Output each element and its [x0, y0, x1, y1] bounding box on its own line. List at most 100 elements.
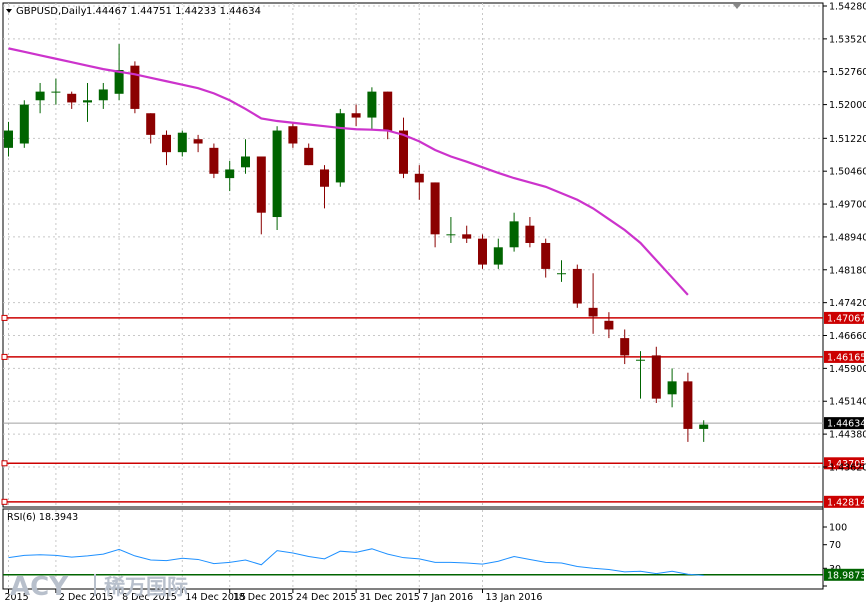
candle-body: [383, 91, 393, 131]
candle-body: [320, 169, 329, 187]
candle-body: [177, 132, 187, 153]
rsi-level-box: [824, 568, 864, 581]
candle-body: [35, 91, 45, 101]
time-tick-label: 13 Jan 2016: [486, 592, 543, 603]
price-tick-label: 1.49700: [829, 200, 866, 211]
acy-logo: ACY 稀万国际: [10, 572, 188, 602]
price-tick-label: 1.52000: [829, 100, 866, 111]
candle-body: [51, 91, 61, 93]
candle-body: [414, 173, 424, 183]
price-tick-label: 1.46660: [829, 331, 866, 342]
candle-body: [335, 113, 345, 183]
price-tick-label: 1.51220: [829, 134, 866, 145]
current-price-box: [824, 417, 864, 430]
candle-body: [557, 273, 566, 275]
candle-body: [588, 307, 598, 317]
candle-body: [351, 113, 361, 118]
candle-body: [667, 381, 677, 395]
time-tick-label: 24 Dec 2015: [296, 592, 357, 603]
rsi-label: RSI(6) 18.3943: [7, 512, 78, 523]
candle-body: [541, 242, 551, 269]
candle-body: [288, 126, 298, 144]
candle-body: [430, 182, 440, 235]
price-tick-label: 1.43620: [829, 462, 866, 473]
candle-body: [620, 338, 630, 356]
level-price-label: 1.46165: [827, 352, 866, 363]
time-tick-label: 8 Dec 2015: [122, 592, 177, 603]
candle-body: [478, 238, 487, 265]
rsi-series: 100703018.9873: [3, 523, 866, 587]
level-line-handle[interactable]: [1, 460, 8, 467]
candle-body: [67, 93, 77, 103]
price-tick-label: 1.52760: [829, 67, 866, 78]
candle-body: [241, 156, 250, 168]
moving-average-line: [8, 47, 689, 296]
level-price-label: 1.47067: [827, 313, 866, 324]
candle-body: [4, 130, 13, 148]
candle-body: [446, 234, 456, 236]
candle-body: [572, 268, 582, 304]
level-price-label: 1.43705: [827, 459, 866, 470]
chart-shift-marker-icon[interactable]: [733, 4, 741, 9]
price-tick-label: 1.53520: [829, 34, 866, 45]
rsi-tick-label: 100: [829, 523, 847, 534]
candle-body: [462, 234, 472, 239]
price-tick-label: 1.47420: [829, 298, 866, 309]
price-tick-label: 1.45140: [829, 397, 866, 408]
current-price-label: 1.44634: [827, 419, 866, 430]
time-tick-label: 2 Dec 2015: [59, 592, 114, 603]
candle-body: [225, 169, 235, 179]
price-tick-label: 1.48940: [829, 232, 866, 243]
symbol-menu-arrow-icon[interactable]: [6, 9, 12, 13]
time-tick-label: 18 Dec 2015: [233, 592, 294, 603]
level-price-box: [824, 311, 864, 324]
candle-body: [304, 147, 314, 166]
rsi-level-label: 18.9873: [827, 570, 866, 581]
candle-body: [193, 139, 203, 144]
candle-body: [114, 70, 124, 94]
time-tick-label: 14 Dec 2015: [185, 592, 246, 603]
time-tick-label: 7 Jan 2016: [422, 592, 473, 603]
ohlc-values: 1.44467 1.44751 1.44233 1.44634: [86, 6, 261, 17]
symbol-label: GBPUSD,Daily: [16, 6, 87, 17]
candle-body: [493, 247, 503, 265]
candle-body: [272, 130, 282, 218]
candle-body: [683, 381, 693, 429]
candle-body: [367, 91, 377, 118]
candle-body: [699, 424, 709, 429]
time-tick-label: 31 Dec 2015: [359, 592, 420, 603]
rsi-line: [8, 548, 704, 576]
candle-body: [209, 147, 219, 174]
candle-body: [162, 134, 171, 153]
level-price-box: [824, 457, 864, 470]
level-line-handle[interactable]: [1, 498, 8, 505]
price-axis-ticks: 1.54280 1.53520 1.52760 1.52000 1.51220 1.504…: [823, 2, 866, 473]
candle-body: [525, 225, 535, 243]
level-price-label: 1.42814: [827, 497, 866, 508]
candle-body: [130, 65, 140, 109]
candle-body: [19, 104, 29, 144]
horizontal-levels: 1.47067 1.46165 1.43705 1.42814 1.44634: [1, 311, 866, 508]
price-tick-label: 1.48180: [829, 265, 866, 276]
price-tick-label: 1.45900: [829, 364, 866, 375]
candle-body: [636, 359, 645, 361]
price-tick-label: 1.54280: [829, 2, 866, 13]
candle-body: [256, 156, 266, 213]
logo-text-en: ACY: [10, 572, 69, 602]
price-tick-label: 1.50460: [829, 167, 866, 178]
candle-body: [146, 113, 156, 135]
level-line-handle[interactable]: [1, 314, 8, 321]
logo-divider: [94, 574, 96, 596]
price-tick-label: 1.44380: [829, 430, 866, 441]
rsi-tick-label: 70: [829, 540, 841, 551]
level-price-box: [824, 495, 864, 508]
moving-average-series: [8, 47, 689, 296]
level-line-handle[interactable]: [1, 353, 8, 360]
candle-body: [98, 89, 108, 101]
time-tick-label: 2015: [5, 592, 29, 603]
candle-body: [509, 221, 519, 248]
